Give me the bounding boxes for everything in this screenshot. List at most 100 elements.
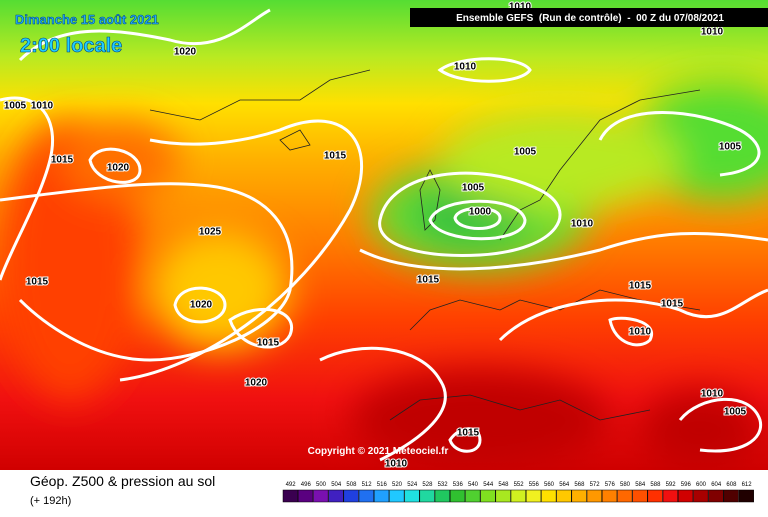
legend-label: 612 bbox=[742, 482, 753, 488]
isobar-label: 1010 bbox=[701, 389, 724, 400]
isobar-label: 1000 bbox=[469, 207, 492, 218]
legend-swatch bbox=[495, 489, 511, 503]
legend-label: 580 bbox=[620, 482, 631, 488]
time-label: 2:00 locale bbox=[20, 35, 122, 57]
legend-swatch bbox=[389, 489, 405, 503]
isobar-label: 1005 bbox=[719, 142, 742, 153]
legend-label: 568 bbox=[574, 482, 585, 488]
legend-swatch bbox=[601, 489, 618, 503]
isobar-label: 1025 bbox=[199, 227, 222, 238]
isobar-label: 1015 bbox=[51, 155, 74, 166]
legend-swatch bbox=[449, 489, 466, 503]
isobar-label: 1015 bbox=[417, 275, 440, 286]
isobar-label: 1005 bbox=[724, 407, 747, 418]
legend-label: 516 bbox=[377, 482, 388, 488]
legend-label: 524 bbox=[407, 482, 418, 488]
legend: 492 496 500 504 508 512 516 520 524 528 532 536 540 5… bbox=[282, 482, 754, 503]
legend-label: 572 bbox=[590, 482, 601, 488]
run-box bbox=[410, 8, 768, 27]
legend-swatch bbox=[586, 489, 602, 503]
isobar-label: 1010 bbox=[31, 101, 54, 112]
isobar-label: 1015 bbox=[257, 338, 280, 349]
run-label: Ensemble GEFS (Run de contrôle) - 00 Z d… bbox=[456, 13, 724, 24]
legend-swatch bbox=[617, 489, 633, 503]
legend-swatch bbox=[404, 489, 420, 503]
legend-label: 596 bbox=[681, 482, 692, 488]
legend-swatch bbox=[480, 489, 496, 503]
isobar-label: 1020 bbox=[190, 300, 213, 311]
isobar-label: 1010 bbox=[571, 219, 594, 230]
legend-swatch bbox=[738, 489, 754, 503]
legend-label: 600 bbox=[696, 482, 707, 488]
legend-swatch bbox=[525, 489, 542, 503]
isobar-label: 1020 bbox=[107, 163, 130, 174]
legend-label: 508 bbox=[346, 482, 357, 488]
isobar-label: 1010 bbox=[454, 62, 477, 73]
isobar-label: 1015 bbox=[324, 151, 347, 162]
legend-swatch bbox=[358, 489, 374, 503]
isobar-label: 1015 bbox=[661, 299, 684, 310]
legend-label: 564 bbox=[559, 482, 570, 488]
legend-swatch bbox=[677, 489, 694, 503]
legend-label: 584 bbox=[635, 482, 646, 488]
legend-swatch bbox=[465, 489, 481, 503]
legend-swatch bbox=[343, 489, 359, 503]
isobars bbox=[0, 8, 768, 462]
legend-label: 496 bbox=[301, 482, 312, 488]
legend-swatch bbox=[571, 489, 587, 503]
legend-swatch bbox=[647, 489, 663, 503]
footer-lead: (+ 192h) bbox=[30, 495, 71, 507]
legend-swatch bbox=[723, 489, 739, 503]
legend-label: 520 bbox=[392, 482, 403, 488]
legend-label: 548 bbox=[498, 482, 509, 488]
isobar-label: 1005 bbox=[462, 183, 485, 194]
legend-swatch bbox=[693, 489, 709, 503]
legend-label: 588 bbox=[650, 482, 661, 488]
isobar-label: 1015 bbox=[26, 277, 49, 288]
legend-label: 540 bbox=[468, 482, 479, 488]
isobar-label: 1005 bbox=[514, 147, 537, 158]
isobar-label: 1010 bbox=[629, 327, 652, 338]
legend-label: 492 bbox=[286, 482, 297, 488]
legend-swatch bbox=[328, 489, 344, 503]
legend-label: 500 bbox=[316, 482, 327, 488]
legend-swatch bbox=[556, 489, 572, 503]
legend-label: 544 bbox=[483, 482, 494, 488]
legend-label: 512 bbox=[362, 482, 373, 488]
legend-label: 532 bbox=[438, 482, 449, 488]
legend-label: 576 bbox=[605, 482, 616, 488]
legend-swatch bbox=[282, 489, 298, 503]
legend-label: 608 bbox=[726, 482, 737, 488]
legend-swatch bbox=[632, 489, 648, 503]
legend-label: 504 bbox=[331, 482, 342, 488]
date-label: Dimanche 15 août 2021 bbox=[15, 12, 159, 27]
isobar-label: 1020 bbox=[174, 47, 197, 58]
legend-label: 592 bbox=[666, 482, 677, 488]
isobar-labels: 1020 1010 1005 1010 1020 1015 1015 1005 … bbox=[3, 1, 748, 471]
isobar-label: 1010 bbox=[385, 459, 408, 470]
legend-label: 556 bbox=[529, 482, 540, 488]
legend-swatch bbox=[419, 489, 435, 503]
isobar-label: 1015 bbox=[457, 428, 480, 439]
legend-swatch bbox=[662, 489, 678, 503]
legend-label: 604 bbox=[711, 482, 722, 488]
legend-swatch bbox=[708, 489, 724, 503]
isobar-label: 1010 bbox=[701, 27, 724, 38]
legend-label: 536 bbox=[453, 482, 464, 488]
footer-title: Géop. Z500 & pression au sol bbox=[30, 473, 215, 489]
coastlines bbox=[149, 69, 701, 421]
legend-swatch bbox=[510, 489, 526, 503]
legend-swatch bbox=[541, 489, 557, 503]
legend-swatch bbox=[313, 489, 329, 503]
legend-swatch bbox=[373, 489, 390, 503]
isobar-label: 1005 bbox=[4, 101, 27, 112]
legend-label: 528 bbox=[422, 482, 433, 488]
legend-label: 552 bbox=[514, 482, 525, 488]
isobar-label: 1015 bbox=[629, 281, 652, 292]
copyright: Copyright © 2021 Meteociel.fr bbox=[308, 446, 449, 457]
legend-label: 560 bbox=[544, 482, 555, 488]
legend-swatch bbox=[434, 489, 450, 503]
isobar-label: 1020 bbox=[245, 378, 268, 389]
legend-swatch bbox=[297, 489, 314, 503]
